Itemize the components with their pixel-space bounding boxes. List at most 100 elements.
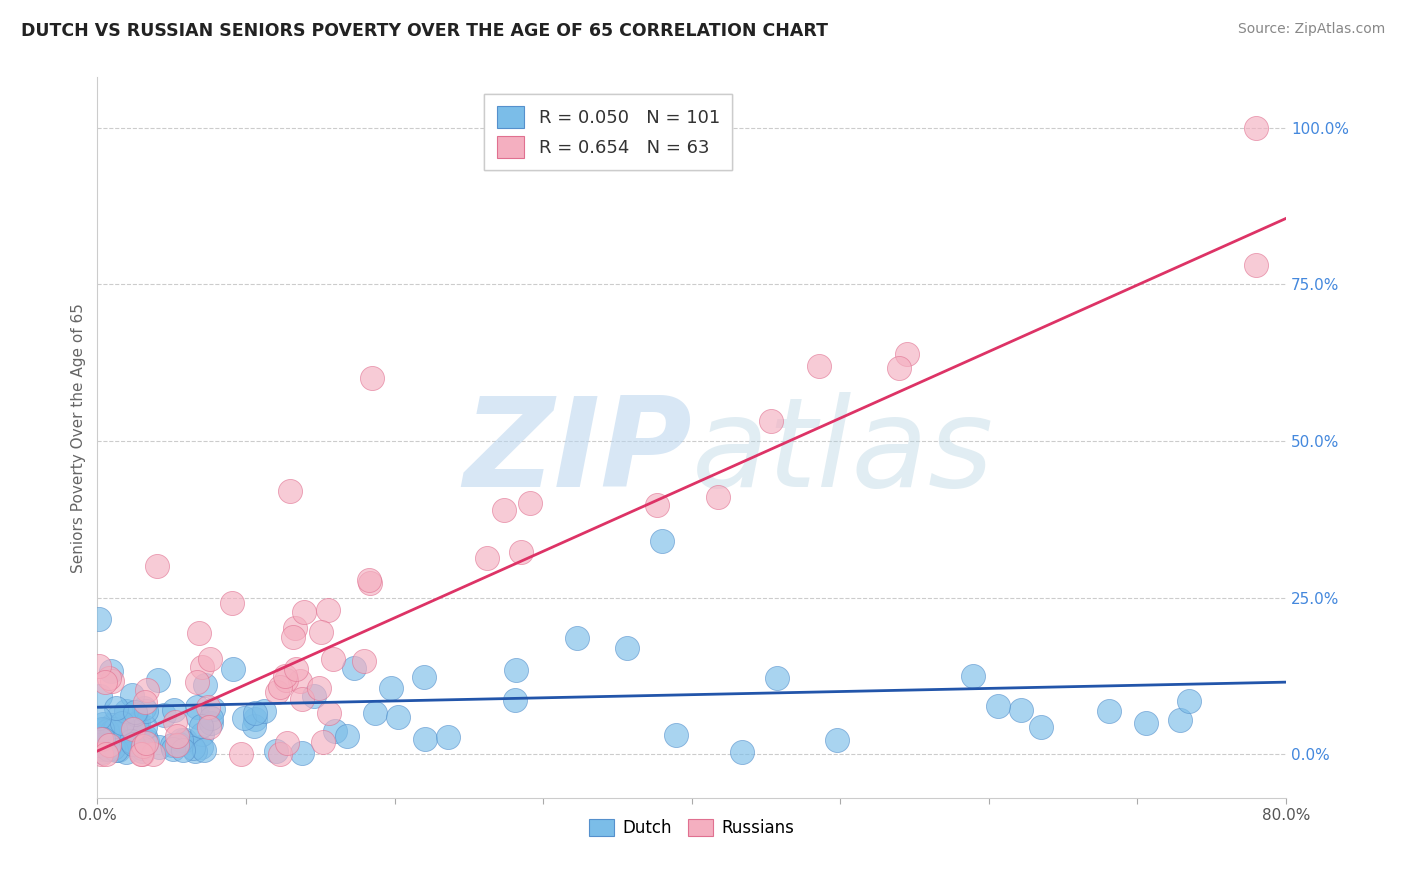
Russians — [359, 573, 381, 587]
Russians — [1244, 258, 1267, 272]
Dutch — [152, 708, 174, 723]
Russians — [316, 603, 339, 617]
Text: ZIP: ZIP — [463, 392, 692, 513]
Dutch — [89, 711, 111, 725]
Russians — [276, 736, 298, 750]
Russians — [89, 659, 111, 673]
Dutch — [104, 743, 127, 757]
Russians — [322, 652, 344, 666]
Russians — [284, 621, 307, 635]
Dutch — [253, 704, 276, 718]
Dutch — [91, 741, 114, 756]
Russians — [136, 683, 159, 698]
Russians — [761, 414, 783, 428]
Dutch — [222, 662, 245, 676]
Russians — [198, 720, 221, 734]
Dutch — [765, 671, 787, 685]
Text: DUTCH VS RUSSIAN SENIORS POVERTY OVER THE AGE OF 65 CORRELATION CHART: DUTCH VS RUSSIAN SENIORS POVERTY OVER TH… — [21, 22, 828, 40]
Russians — [166, 739, 188, 753]
Russians — [889, 361, 911, 376]
Dutch — [117, 723, 139, 738]
Dutch — [91, 731, 114, 746]
Russians — [135, 736, 157, 750]
Russians — [190, 659, 212, 673]
Russians — [318, 706, 340, 720]
Dutch — [121, 688, 143, 702]
Dutch — [194, 678, 217, 692]
Dutch — [91, 745, 114, 759]
Russians — [312, 735, 335, 749]
Dutch — [191, 727, 214, 741]
Russians — [291, 692, 314, 706]
Russians — [94, 747, 117, 761]
Dutch — [264, 743, 287, 757]
Russians — [359, 575, 381, 590]
Y-axis label: Seniors Poverty Over the Age of 65: Seniors Poverty Over the Age of 65 — [72, 302, 86, 573]
Text: atlas: atlas — [692, 392, 994, 513]
Dutch — [107, 710, 129, 724]
Dutch — [291, 746, 314, 760]
Dutch — [962, 668, 984, 682]
Russians — [281, 630, 304, 644]
Dutch — [91, 723, 114, 737]
Dutch — [160, 738, 183, 752]
Dutch — [364, 706, 387, 720]
Dutch — [100, 723, 122, 738]
Dutch — [193, 743, 215, 757]
Russians — [266, 685, 288, 699]
Dutch — [190, 719, 212, 733]
Dutch — [162, 742, 184, 756]
Dutch — [243, 712, 266, 726]
Dutch — [101, 718, 124, 732]
Dutch — [202, 702, 225, 716]
Text: Source: ZipAtlas.com: Source: ZipAtlas.com — [1237, 22, 1385, 37]
Russians — [361, 371, 384, 385]
Dutch — [172, 743, 194, 757]
Dutch — [125, 716, 148, 731]
Russians — [132, 739, 155, 753]
Dutch — [89, 690, 111, 704]
Dutch — [323, 723, 346, 738]
Dutch — [162, 702, 184, 716]
Dutch — [243, 706, 266, 720]
Dutch — [181, 740, 204, 755]
Dutch — [134, 729, 156, 743]
Russians — [165, 715, 187, 730]
Dutch — [1098, 704, 1121, 718]
Russians — [186, 675, 208, 690]
Legend: R = 0.050   N = 101, R = 0.654   N = 63: R = 0.050 N = 101, R = 0.654 N = 63 — [485, 94, 733, 170]
Dutch — [104, 723, 127, 737]
Dutch — [1010, 703, 1032, 717]
Dutch — [120, 734, 142, 748]
Dutch — [114, 704, 136, 718]
Dutch — [343, 661, 366, 675]
Russians — [166, 729, 188, 743]
Dutch — [302, 689, 325, 703]
Russians — [142, 747, 165, 761]
Dutch — [134, 720, 156, 734]
Dutch — [87, 739, 110, 753]
Russians — [97, 671, 120, 685]
Dutch — [336, 730, 359, 744]
Russians — [90, 747, 112, 761]
Russians — [221, 596, 243, 610]
Dutch — [170, 733, 193, 747]
Dutch — [233, 711, 256, 725]
Russians — [510, 545, 533, 559]
Russians — [311, 624, 333, 639]
Dutch — [97, 742, 120, 756]
Dutch — [380, 681, 402, 696]
Dutch — [89, 613, 111, 627]
Russians — [896, 346, 918, 360]
Dutch — [124, 707, 146, 722]
Dutch — [1178, 694, 1201, 708]
Dutch — [1168, 713, 1191, 727]
Russians — [290, 674, 312, 689]
Dutch — [503, 692, 526, 706]
Russians — [94, 674, 117, 689]
Dutch — [187, 709, 209, 723]
Dutch — [122, 737, 145, 751]
Dutch — [1029, 720, 1052, 734]
Russians — [200, 652, 222, 666]
Dutch — [651, 534, 673, 549]
